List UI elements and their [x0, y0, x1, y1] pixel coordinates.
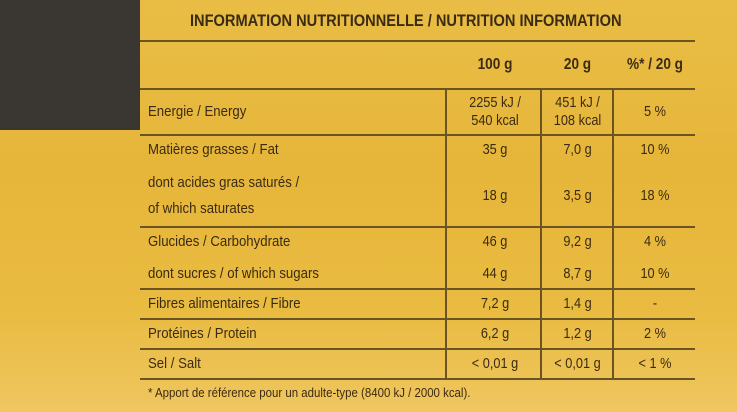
cell: 451 kJ / — [555, 94, 600, 111]
cell: 7,2 g — [480, 295, 510, 312]
cell: 46 g — [482, 233, 508, 250]
column-rule — [612, 88, 614, 378]
column-header: 100 g — [477, 56, 513, 73]
cell: 3,5 g — [563, 187, 592, 204]
title: INFORMATION NUTRITIONNELLE / NUTRITION I… — [190, 11, 622, 30]
cell: 10 % — [640, 141, 670, 158]
rule — [140, 378, 695, 380]
cell: 44 g — [482, 265, 508, 282]
rule — [140, 348, 695, 350]
cell: 5 % — [644, 103, 666, 120]
row-label: of which saturates — [148, 200, 255, 217]
cell: 540 kcal — [471, 112, 519, 129]
cell: 2 % — [644, 325, 666, 342]
cell: 1,2 g — [563, 325, 592, 342]
cell: 18 % — [640, 187, 670, 204]
rule — [140, 226, 695, 228]
row-label: Glucides / Carbohydrate — [148, 233, 291, 250]
cell: < 1 % — [638, 355, 672, 372]
column-rule — [445, 88, 447, 378]
cell: 2255 kJ / — [469, 94, 521, 111]
cell: < 0,01 g — [554, 355, 601, 372]
row-label: Energie / Energy — [148, 103, 247, 120]
row-label: Sel / Salt — [148, 355, 201, 372]
row-label: dont acides gras saturés / — [148, 174, 300, 191]
rule — [140, 134, 695, 136]
dark-panel — [0, 0, 140, 130]
cell: 9,2 g — [563, 233, 592, 250]
cell: 108 kcal — [553, 112, 602, 129]
cell: 6,2 g — [480, 325, 510, 342]
rule — [140, 40, 695, 42]
column-rule — [540, 88, 542, 378]
rule — [140, 318, 695, 320]
column-header: %* / 20 g — [627, 56, 683, 73]
cell: 10 % — [640, 265, 670, 282]
cell: 4 % — [644, 233, 666, 250]
row-label: Protéines / Protein — [148, 325, 257, 342]
cell: 1,4 g — [563, 295, 592, 312]
cell: < 0,01 g — [471, 355, 519, 372]
rule — [140, 88, 695, 90]
cell: 35 g — [482, 141, 508, 158]
row-label: Fibres alimentaires / Fibre — [148, 295, 301, 312]
row-label: dont sucres / of which sugars — [148, 265, 319, 282]
column-header: 20 g — [563, 56, 592, 73]
cell: - — [652, 295, 658, 312]
cell: 8,7 g — [563, 265, 592, 282]
cell: 7,0 g — [563, 141, 592, 158]
cell: 18 g — [482, 187, 508, 204]
footnote: * Apport de référence pour un adulte-typ… — [148, 385, 471, 400]
rule — [140, 288, 695, 290]
row-label: Matières grasses / Fat — [148, 141, 279, 158]
